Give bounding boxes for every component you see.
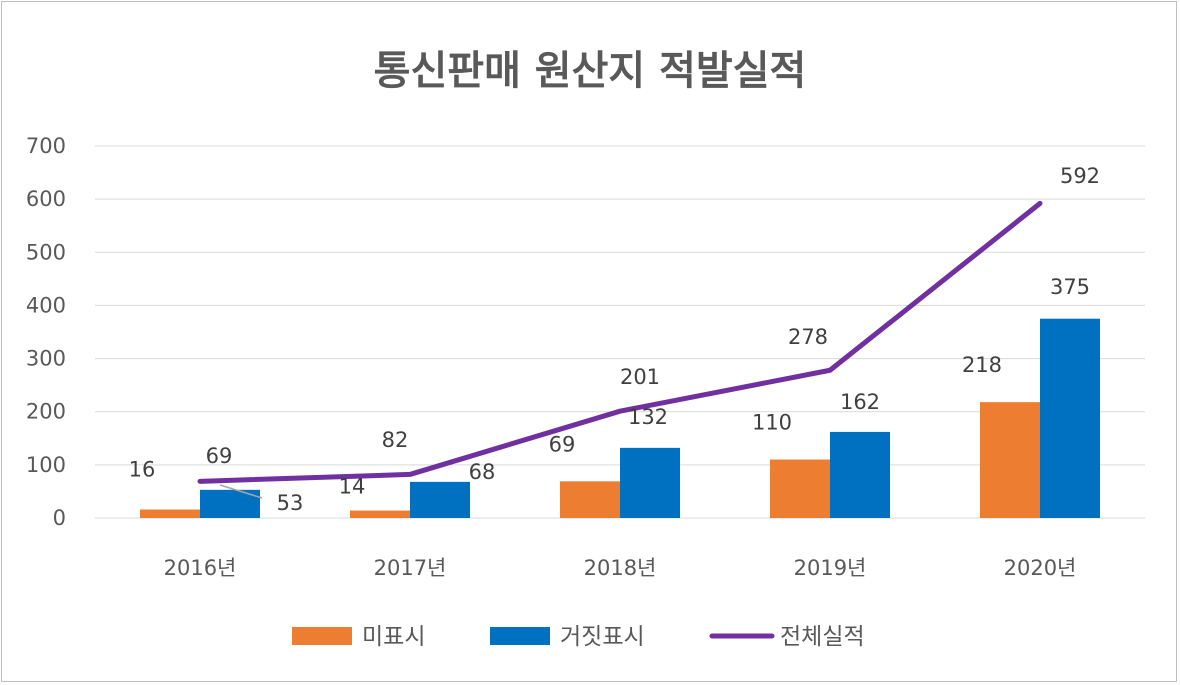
data-label: 201 xyxy=(620,365,660,389)
leader-line xyxy=(219,484,263,499)
data-label: 375 xyxy=(1050,275,1090,299)
x-tick-label: 2017년 xyxy=(374,556,447,580)
line-series xyxy=(197,200,1043,484)
bar xyxy=(620,447,680,518)
legend-label: 미표시 xyxy=(362,624,425,650)
y-tick-label: 700 xyxy=(26,134,66,158)
legend-swatch-false xyxy=(490,627,550,645)
y-tick-label: 400 xyxy=(26,293,66,317)
data-label: 162 xyxy=(840,390,880,414)
bar xyxy=(980,402,1040,518)
data-label: 278 xyxy=(788,325,828,349)
x-axis-ticks: 2016년 2017년 2018년 2019년 2020년 xyxy=(164,556,1077,580)
total-line xyxy=(197,200,1043,484)
data-label: 53 xyxy=(277,491,304,515)
data-label: 69 xyxy=(549,432,576,456)
bar xyxy=(140,509,200,518)
data-label: 69 xyxy=(206,444,233,468)
bar xyxy=(350,510,410,518)
y-tick-label: 200 xyxy=(26,400,66,424)
bar xyxy=(770,459,830,518)
data-label: 16 xyxy=(129,457,156,481)
bars xyxy=(140,318,1100,518)
data-label: 82 xyxy=(382,428,409,452)
data-label: 110 xyxy=(752,411,792,435)
bar xyxy=(410,481,470,518)
legend-label: 전체실적 xyxy=(780,624,865,650)
legend-label: 거짓표시 xyxy=(560,624,645,650)
x-tick-label: 2020년 xyxy=(1004,556,1077,580)
chart-title: 통신판매 원산지 적발실적 xyxy=(374,48,807,94)
legend-swatch-missing xyxy=(292,627,352,645)
gridlines xyxy=(95,145,1145,519)
x-tick-label: 2019년 xyxy=(794,556,867,580)
x-tick-label: 2018년 xyxy=(584,556,657,580)
y-tick-label: 300 xyxy=(26,347,66,371)
bar xyxy=(560,481,620,518)
data-label: 592 xyxy=(1060,164,1100,188)
data-label: 14 xyxy=(339,475,366,499)
x-tick-label: 2016년 xyxy=(164,556,237,580)
y-tick-label: 600 xyxy=(26,187,66,211)
legend: 미표시 거짓표시 전체실적 xyxy=(292,624,865,650)
y-axis-ticks: 0 100 200 300 400 500 600 700 xyxy=(26,134,66,530)
bar xyxy=(1040,318,1100,518)
y-tick-label: 500 xyxy=(26,240,66,264)
bar xyxy=(830,431,890,518)
data-label: 68 xyxy=(469,460,496,484)
y-tick-label: 0 xyxy=(53,506,66,530)
data-label: 218 xyxy=(962,353,1002,377)
y-tick-label: 100 xyxy=(26,453,66,477)
data-label: 132 xyxy=(628,405,668,429)
data-labels: 16 14 69 110 218 53 68 132 162 375 69 82 201 278 592 xyxy=(129,164,1100,515)
